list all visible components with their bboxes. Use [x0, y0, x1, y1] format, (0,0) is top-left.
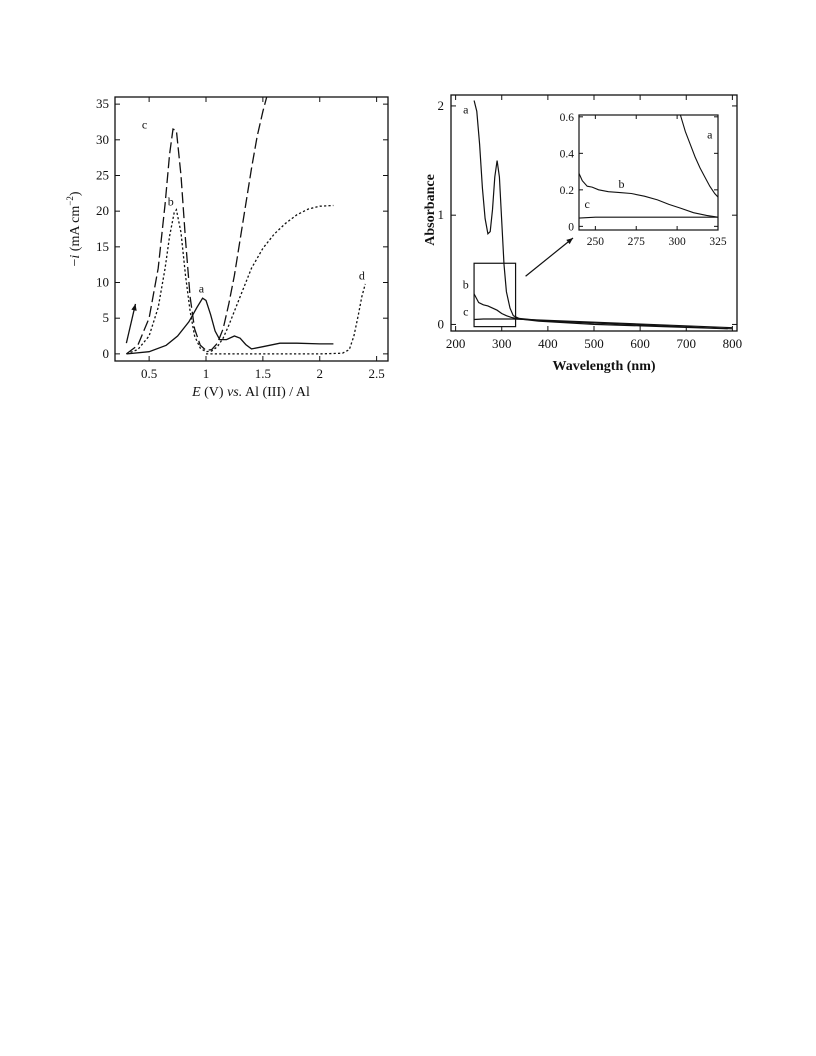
- inset-frame: [578, 114, 719, 231]
- plot-frame: [114, 96, 389, 362]
- inset-chart: 250 275 300 325 0 0.2 0.4 0.6 a b c: [560, 112, 727, 248]
- series-d-line: [206, 283, 366, 355]
- x-axis-title: Wavelength (nm): [552, 359, 655, 374]
- curve-label-a: a: [463, 103, 469, 117]
- inset-curve-labels: a b c: [585, 128, 714, 211]
- curve-label-c: c: [585, 197, 590, 211]
- x-tick-label: 800: [723, 336, 743, 351]
- x-tick-label: 325: [709, 236, 727, 248]
- x-tick-label: 1.5: [255, 366, 271, 381]
- x-tick-label: 700: [677, 336, 697, 351]
- curve-label-d: d: [359, 269, 365, 283]
- inset-y-axis-ticks: 0 0.2 0.4 0.6: [560, 112, 718, 233]
- arrow-shaft: [125, 303, 137, 344]
- series-group: [126, 97, 366, 355]
- series-b-line: [126, 204, 334, 355]
- y-tick-label: 0.4: [560, 148, 575, 160]
- curve-labels: a b c d: [142, 117, 365, 295]
- y-tick-label: 0: [103, 346, 110, 361]
- y-tick-label: 35: [96, 96, 109, 111]
- curve-labels: a bc: [463, 103, 469, 319]
- y-tick-label: 30: [96, 132, 109, 147]
- y-axis-ticks: 0 5 10 15 20 25 30 35: [96, 96, 388, 361]
- x-tick-label: 500: [584, 336, 604, 351]
- x-tick-label: 400: [538, 336, 558, 351]
- x-tick-label: 300: [492, 336, 512, 351]
- x-tick-label: 275: [628, 236, 646, 248]
- series-c-line: [474, 318, 733, 329]
- x-tick-label: 600: [630, 336, 650, 351]
- zoom-arrow-shaft: [525, 237, 574, 277]
- y-axis-ticks: 0 1 2: [438, 98, 737, 331]
- y-tick-label: 15: [96, 239, 109, 254]
- curve-label-b: b: [168, 194, 174, 208]
- y-tick-label: 10: [96, 275, 109, 290]
- y-tick-label: 0.2: [560, 185, 575, 197]
- scan-direction-arrow: [125, 303, 137, 344]
- curve-label-b: b: [619, 177, 625, 191]
- y-tick-label: 0.6: [560, 112, 575, 124]
- inset-x-axis-ticks: 250 275 300 325: [587, 115, 727, 248]
- series-a-line: [473, 100, 728, 330]
- series-c-line: [126, 97, 268, 355]
- x-tick-label: 300: [668, 236, 686, 248]
- y-axis-title: −i (mA cm−2): [65, 191, 83, 266]
- inset-series-a-line: [679, 115, 718, 198]
- curve-label-b: b: [463, 277, 469, 291]
- zoom-box: [473, 262, 517, 328]
- x-axis-title: E (V) vs. Al (III) / Al: [191, 385, 310, 400]
- y-tick-label: 0: [568, 221, 574, 233]
- inset-series-c-line: [579, 216, 718, 219]
- x-tick-label: 250: [587, 236, 605, 248]
- arrow-head: [131, 303, 137, 311]
- y-tick-label: 2: [438, 98, 445, 113]
- x-axis-ticks: 0.5 1 1.5 2 2.5: [141, 97, 385, 381]
- series-b-line: [473, 293, 733, 330]
- y-tick-label: 25: [96, 167, 109, 182]
- inset-series-group: [579, 115, 718, 219]
- y-tick-label: 20: [96, 203, 109, 218]
- series-a-line: [126, 297, 334, 355]
- x-tick-label: 2: [317, 366, 324, 381]
- x-tick-label: 1: [203, 366, 210, 381]
- y-tick-label: 1: [438, 207, 445, 222]
- inset-background: [579, 115, 718, 230]
- inset-series-b-line: [579, 173, 718, 218]
- curve-label-c: c: [142, 117, 147, 131]
- curve-label-a: a: [199, 282, 205, 296]
- series-group: [473, 100, 733, 330]
- chart-absorbance-spectra: 200 300 400 500 600 700 800 012 abc Wavelength…: [423, 94, 742, 374]
- curve-label-c: c: [463, 305, 468, 319]
- zoom-region: [473, 237, 574, 328]
- chart-current-vs-potential: 0.5 1 1.5 2 2.5 0 5 10 15 20 25 30 35 a b c d E (V) vs…: [65, 96, 389, 400]
- y-axis-title: Absorbance: [423, 174, 438, 246]
- y-tick-label: 0: [438, 316, 445, 331]
- x-tick-label: 200: [446, 336, 466, 351]
- x-axis-ticks: 200 300 400 500 600 700 800: [446, 95, 742, 351]
- x-tick-label: 2.5: [369, 366, 385, 381]
- curve-label-a: a: [707, 128, 713, 142]
- y-tick-label: 5: [103, 310, 110, 325]
- zoom-arrow-head: [566, 238, 573, 245]
- x-tick-label: 0.5: [141, 366, 157, 381]
